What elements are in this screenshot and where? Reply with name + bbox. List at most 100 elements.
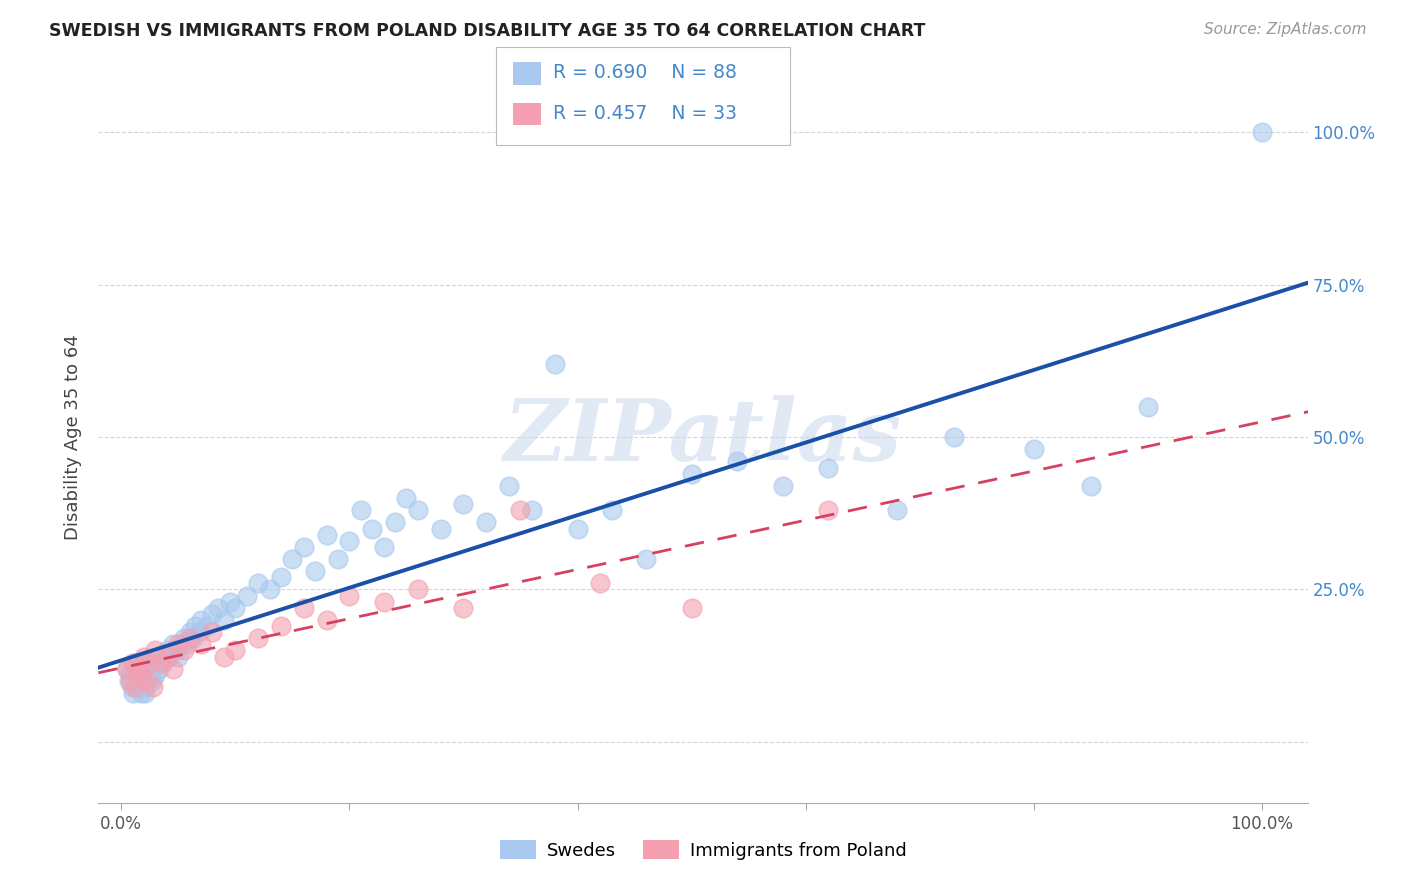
- Point: [292, 540, 315, 554]
- Point: [292, 600, 315, 615]
- Point: [115, 662, 138, 676]
- Point: [142, 656, 165, 670]
- Point: [361, 521, 384, 535]
- Point: [544, 357, 567, 371]
- Point: [384, 516, 406, 530]
- Point: [127, 662, 149, 676]
- Point: [173, 632, 195, 646]
- Point: [134, 686, 156, 700]
- Point: [190, 637, 212, 651]
- Point: [129, 667, 152, 682]
- Point: [201, 607, 224, 621]
- Point: [125, 680, 148, 694]
- Point: [373, 594, 395, 608]
- Point: [120, 667, 142, 682]
- Point: [817, 503, 839, 517]
- Text: ZIPatlas: ZIPatlas: [503, 395, 903, 479]
- Point: [127, 656, 149, 670]
- Point: [326, 552, 349, 566]
- Point: [589, 576, 612, 591]
- Point: [281, 552, 304, 566]
- Point: [270, 570, 292, 584]
- Y-axis label: Disability Age 35 to 64: Disability Age 35 to 64: [65, 334, 83, 540]
- Point: [129, 662, 152, 676]
- Point: [1251, 125, 1274, 139]
- Point: [207, 600, 229, 615]
- Point: [600, 503, 623, 517]
- Point: [162, 662, 184, 676]
- Point: [235, 589, 257, 603]
- Point: [156, 643, 179, 657]
- Point: [498, 479, 520, 493]
- Point: [179, 625, 201, 640]
- Point: [337, 589, 360, 603]
- Point: [247, 632, 270, 646]
- Point: [179, 632, 201, 646]
- Point: [131, 667, 153, 682]
- Point: [120, 673, 142, 688]
- Point: [127, 673, 149, 688]
- Point: [817, 460, 839, 475]
- Point: [406, 503, 429, 517]
- Point: [315, 527, 337, 541]
- Point: [148, 662, 170, 676]
- Point: [201, 625, 224, 640]
- Point: [224, 600, 246, 615]
- Point: [121, 686, 143, 700]
- Point: [127, 667, 149, 682]
- Point: [259, 582, 281, 597]
- Point: [337, 533, 360, 548]
- Point: [139, 667, 162, 682]
- Point: [136, 673, 159, 688]
- Point: [128, 680, 150, 694]
- Point: [139, 662, 162, 676]
- Point: [165, 643, 187, 657]
- Point: [224, 643, 246, 657]
- Point: [121, 656, 143, 670]
- Point: [315, 613, 337, 627]
- Point: [634, 552, 657, 566]
- Point: [124, 680, 146, 694]
- Point: [142, 680, 165, 694]
- Point: [157, 649, 180, 664]
- Point: [170, 637, 193, 651]
- Point: [132, 656, 155, 670]
- Point: [181, 632, 204, 646]
- Point: [132, 649, 155, 664]
- Point: [145, 643, 167, 657]
- Point: [247, 576, 270, 591]
- Point: [145, 667, 167, 682]
- Point: [138, 656, 160, 670]
- Point: [350, 503, 373, 517]
- Point: [567, 521, 589, 535]
- Point: [453, 600, 475, 615]
- Point: [725, 454, 748, 468]
- Point: [1022, 442, 1045, 457]
- Point: [135, 673, 157, 688]
- Point: [184, 619, 207, 633]
- Point: [156, 649, 179, 664]
- Point: [187, 625, 209, 640]
- Point: [520, 503, 543, 517]
- Point: [270, 619, 292, 633]
- Point: [218, 594, 240, 608]
- Point: [132, 673, 155, 688]
- Text: R = 0.457    N = 33: R = 0.457 N = 33: [553, 103, 737, 123]
- Point: [681, 600, 703, 615]
- Text: R = 0.690    N = 88: R = 0.690 N = 88: [553, 62, 737, 82]
- Point: [395, 491, 418, 505]
- Point: [125, 662, 148, 676]
- Point: [942, 430, 965, 444]
- Point: [453, 497, 475, 511]
- Point: [124, 673, 146, 688]
- Point: [1080, 479, 1102, 493]
- Point: [121, 656, 143, 670]
- Text: SWEDISH VS IMMIGRANTS FROM POLAND DISABILITY AGE 35 TO 64 CORRELATION CHART: SWEDISH VS IMMIGRANTS FROM POLAND DISABI…: [49, 22, 925, 40]
- Point: [212, 613, 235, 627]
- Point: [150, 649, 173, 664]
- Point: [129, 686, 152, 700]
- Text: Source: ZipAtlas.com: Source: ZipAtlas.com: [1204, 22, 1367, 37]
- Point: [150, 656, 173, 670]
- Point: [429, 521, 451, 535]
- Point: [167, 637, 190, 651]
